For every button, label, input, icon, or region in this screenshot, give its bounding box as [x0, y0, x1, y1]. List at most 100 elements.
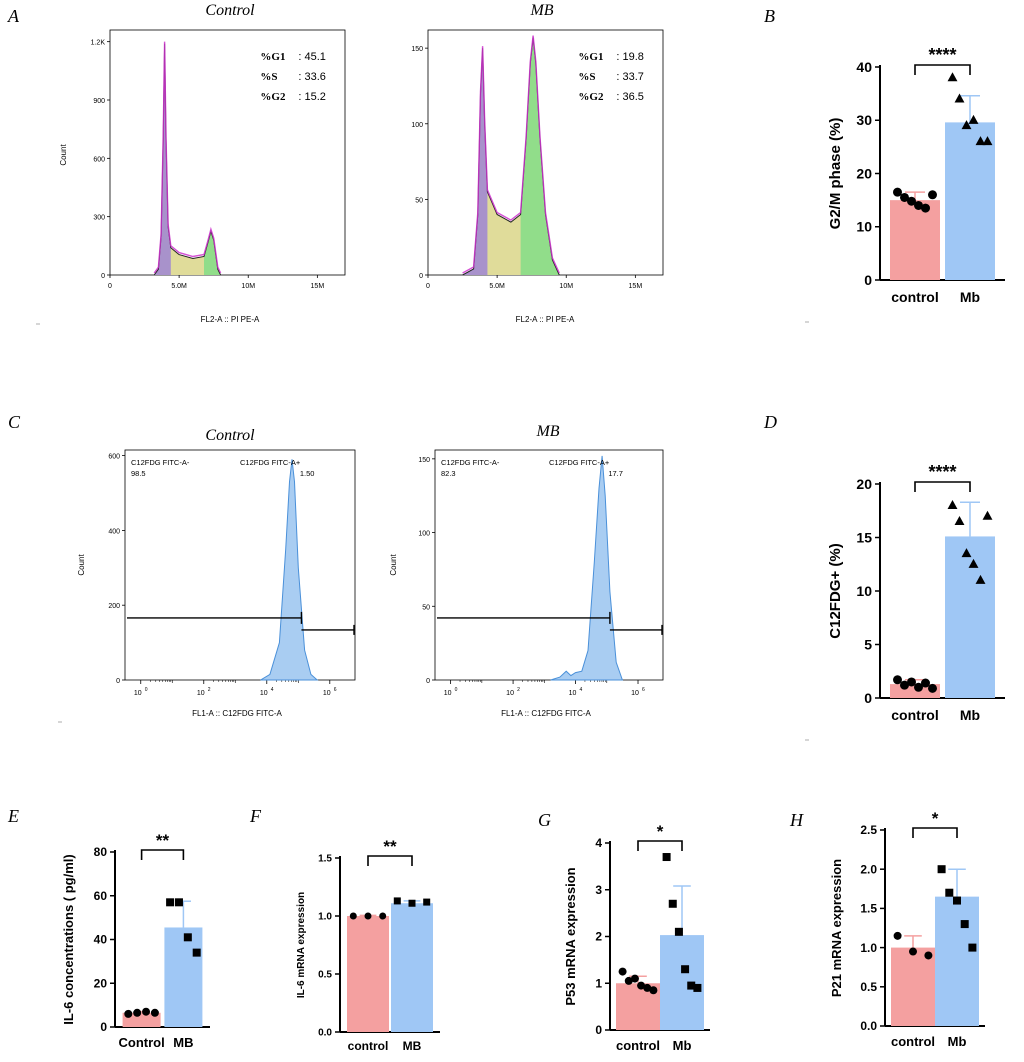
- y-tick-label: 600: [93, 156, 105, 163]
- y-tick-label: 0.5: [318, 970, 332, 981]
- data-point-square: [937, 865, 946, 874]
- y-tick-label: 40: [856, 59, 872, 75]
- significance-stars: *: [932, 809, 939, 828]
- category-label: Mb: [673, 1038, 692, 1053]
- category-label: Mb: [948, 1034, 967, 1049]
- panel-a-control-title: Control: [205, 2, 255, 19]
- panel-letter-g: G: [538, 810, 551, 830]
- x-tick-label: 5.0M: [171, 283, 187, 290]
- x-tick-exponent: 0: [145, 687, 148, 693]
- y-tick-label: 0: [595, 1023, 602, 1037]
- panel-letter-d: D: [763, 412, 777, 432]
- data-point-square: [192, 948, 201, 957]
- data-point-triangle: [982, 136, 993, 146]
- stat-value: : 33.6: [298, 71, 326, 83]
- y-tick-label: 40: [94, 933, 108, 947]
- data-point-circle: [909, 947, 917, 956]
- gate-positive-value: 1.50: [300, 469, 315, 478]
- panel-a-mb-title: MB: [529, 2, 553, 19]
- data-point-triangle: [975, 136, 986, 146]
- bar-mb: [945, 122, 995, 280]
- category-label: MB: [173, 1035, 193, 1050]
- panel-c-control-title: Control: [205, 427, 255, 444]
- y-tick-label: 5: [864, 636, 872, 652]
- data-point-square: [174, 898, 183, 907]
- panel-d-bar-chart: 0 5 10 15 20 C12FDG+ (%) control Mb ****: [827, 462, 1005, 723]
- y-axis-label: Count: [59, 144, 68, 166]
- plot-frame: [124, 449, 356, 681]
- histogram-fill: [550, 455, 624, 681]
- y-tick-label: 1.5: [318, 854, 332, 865]
- x-tick-exponent: 2: [517, 687, 520, 693]
- data-point-square: [393, 897, 401, 905]
- stat-label: %S: [578, 71, 595, 83]
- x-tick-label: 15M: [311, 283, 325, 290]
- panel-letter-f: F: [249, 806, 262, 826]
- y-tick-label: 1: [595, 976, 602, 990]
- g2-phase-fill: [520, 37, 560, 275]
- x-tick-exponent: 6: [334, 687, 337, 693]
- x-tick-label: 10: [197, 690, 205, 697]
- y-tick-label: 0.0: [860, 1019, 877, 1033]
- panel-c-control-histogram: Control FL1-A :: C12FDG FITC-A Count 020…: [77, 427, 356, 718]
- data-point-square: [408, 899, 416, 907]
- category-label: Mb: [960, 289, 980, 305]
- y-axis-label: C12FDG+ (%): [827, 543, 844, 638]
- significance-stars: *: [657, 822, 664, 841]
- data-point-circle: [893, 675, 902, 685]
- y-tick-label: 0.0: [318, 1028, 332, 1039]
- x-tick-exponent: 6: [642, 687, 645, 693]
- panel-h-bar-chart: 0.0 0.5 1.0 1.5 2.0 2.5 P21 mRNA expression con…: [829, 809, 985, 1049]
- x-tick-label: 5.0M: [489, 283, 505, 290]
- y-tick-label: 0: [116, 678, 120, 685]
- y-tick-label: 0: [864, 690, 872, 706]
- category-label: control: [348, 1039, 389, 1053]
- y-axis-label: IL-6 concentrations ( pg/ml): [61, 854, 76, 1024]
- x-tick-label: 10: [631, 690, 639, 697]
- bar-mb: [391, 903, 433, 1032]
- panel-c-mb-histogram: MB FL1-A :: C12FDG FITC-A Count 05010015…: [389, 423, 664, 718]
- gate-positive-label: C12FDG FITC-A+: [549, 458, 610, 467]
- panel-e-bar-chart: 0 20 40 60 80 IL-6 concentrations ( pg/ml) Con…: [61, 831, 210, 1050]
- data-point-circle: [364, 912, 372, 920]
- x-tick-label: 10: [506, 690, 514, 697]
- gate-positive-value: 17.7: [608, 469, 623, 478]
- y-tick-label: 20: [856, 165, 872, 181]
- stat-label: %G2: [260, 91, 286, 103]
- panel-letter-a: A: [7, 6, 20, 26]
- y-tick-label: 2.0: [860, 862, 877, 876]
- panel-letter-c: C: [8, 412, 21, 432]
- y-tick-label: 100: [418, 531, 430, 538]
- x-tick-exponent: 4: [271, 687, 274, 693]
- plot-frame: [109, 29, 346, 276]
- x-tick-label: 0: [426, 283, 430, 290]
- x-axis-label: FL2-A :: PI PE-A: [516, 315, 575, 324]
- significance-bracket: [637, 840, 683, 851]
- y-axis-label: Count: [389, 554, 398, 576]
- x-tick-label: 0: [108, 283, 112, 290]
- panel-letters: A B C D E F G H: [7, 6, 804, 830]
- x-tick-label: 10: [260, 690, 268, 697]
- stat-label: %G2: [578, 91, 604, 103]
- data-point-square: [687, 981, 696, 990]
- y-tick-label: 0.5: [860, 980, 877, 994]
- x-tick-label: 15M: [629, 283, 643, 290]
- panel-letter-h: H: [789, 810, 804, 830]
- stat-value: : 15.2: [298, 91, 326, 103]
- data-point-circle: [921, 203, 930, 213]
- data-point-triangle: [968, 558, 979, 568]
- gate-positive-label: C12FDG FITC-A+: [240, 458, 301, 467]
- y-tick-label: 10: [856, 583, 872, 599]
- y-axis-label: P53 mRNA expression: [563, 867, 578, 1005]
- y-tick-label: 0: [864, 272, 872, 288]
- x-tick-label: 10: [323, 690, 331, 697]
- y-tick-label: 1.0: [860, 941, 877, 955]
- y-axis-label: IL-6 mRNA expression: [296, 892, 307, 998]
- panel-c-mb-title: MB: [535, 423, 559, 440]
- category-label: control: [891, 1034, 935, 1049]
- panel-f-bar-chart: 0.0 0.5 1.0 1.5 IL-6 mRNA expression control M…: [296, 837, 440, 1053]
- panel-b-bar-chart: 0 10 20 30 40 G2/M phase (%) control Mb ****: [827, 45, 1005, 305]
- gate-negative-value: 98.5: [131, 469, 146, 478]
- category-label: control: [891, 707, 938, 723]
